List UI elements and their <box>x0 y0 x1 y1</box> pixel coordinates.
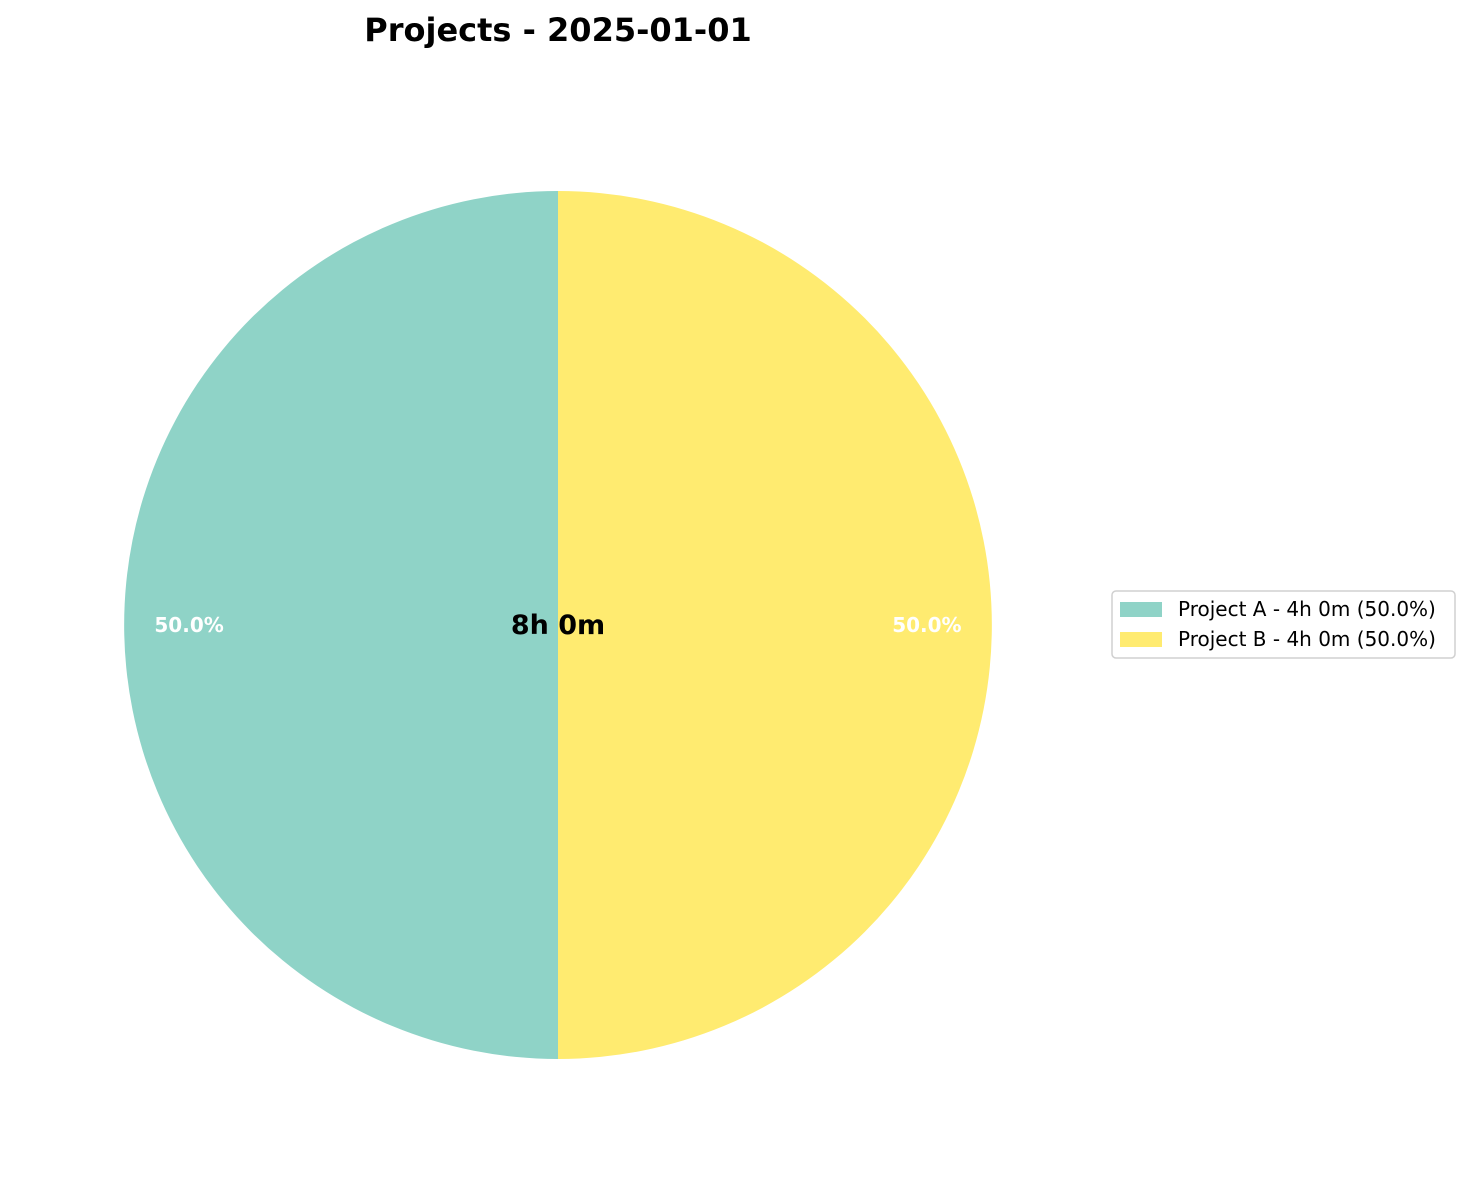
center-total-label: 8h 0m <box>511 610 605 641</box>
legend: Project A - 4h 0m (50.0%) Project B - 4h … <box>1111 590 1456 659</box>
slice-value-label-2: 50.0% <box>892 613 961 637</box>
pie-slices <box>124 191 992 1059</box>
slice-value-label-1: 50.0% <box>154 613 223 637</box>
legend-label-2: Project B - 4h 0m (50.0%) <box>1178 627 1436 651</box>
legend-swatch-2 <box>1120 632 1162 647</box>
chart-title: Projects - 2025-01-01 <box>364 11 751 49</box>
legend-items: Project A - 4h 0m (50.0%) Project B - 4h … <box>1120 597 1436 651</box>
legend-swatch-1 <box>1120 602 1162 617</box>
legend-frame <box>1111 590 1456 659</box>
pie-slice-1 <box>124 191 558 1059</box>
slice-value-labels: 50.0% 50.0% <box>154 613 961 637</box>
legend-label-1: Project A - 4h 0m (50.0%) <box>1178 597 1436 621</box>
pie-slice-2 <box>558 191 992 1059</box>
